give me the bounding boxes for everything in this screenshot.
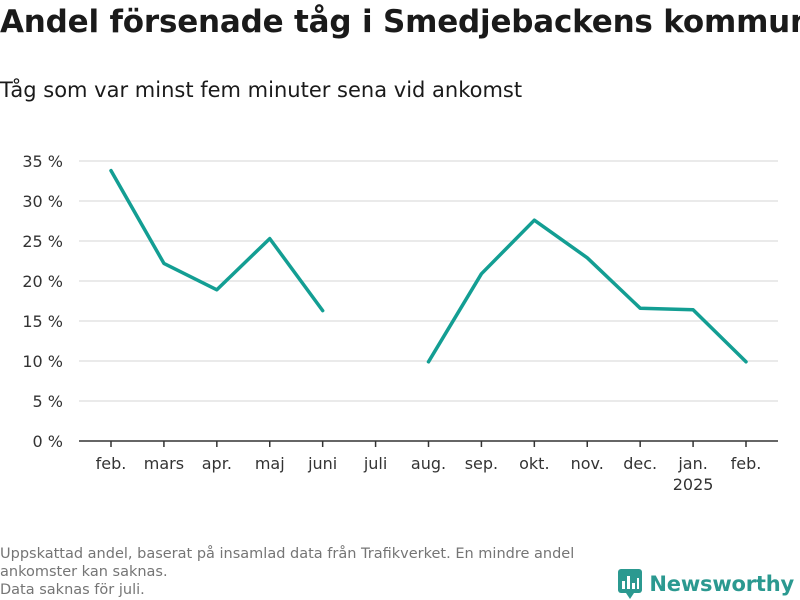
brand-logo: Newsworthy: [617, 568, 794, 600]
x-tick-label: feb.: [731, 454, 762, 473]
x-tick-label: feb.: [96, 454, 127, 473]
series-line: [426, 218, 748, 364]
x-year-label: 2025: [673, 475, 714, 494]
x-tick-label: juni: [307, 454, 337, 473]
y-tick-label: 5 %: [33, 392, 63, 411]
chart-title: Andel försenade tåg i Smedjebackens komm…: [0, 4, 800, 40]
line-chart: 0 % 5 % 10 % 15 % 20 % 25 % 30 % 35 % feb. mars ap…: [22, 152, 778, 494]
x-tick-label: mars: [144, 454, 184, 473]
chart-subtitle: Tåg som var minst fem minuter sena vid a…: [0, 78, 523, 102]
x-tick-label: aug.: [411, 454, 446, 473]
footnote-line-1: Uppskattad andel, baserat på insamlad da…: [0, 546, 575, 580]
x-tick-label: jan.: [677, 454, 707, 473]
y-tick-label: 35 %: [22, 152, 63, 171]
series-line: [109, 168, 325, 313]
bar-chart-logo-icon: [618, 569, 643, 599]
y-tick-label: 20 %: [22, 272, 63, 291]
y-tick-label: 15 %: [22, 312, 63, 331]
x-tick-label: apr.: [202, 454, 232, 473]
x-tick-label: juli: [363, 454, 387, 473]
x-tick-label: okt.: [519, 454, 549, 473]
x-tick-label: maj: [255, 454, 285, 473]
x-tick-label: dec.: [623, 454, 657, 473]
y-tick-label: 25 %: [22, 232, 63, 251]
y-tick-label: 30 %: [22, 192, 63, 211]
footnote-line-2: Data saknas för juli.: [0, 582, 145, 598]
footnote: Uppskattad andel, baserat på insamlad da…: [0, 545, 640, 599]
x-tick-label: nov.: [571, 454, 604, 473]
y-tick-label: 10 %: [22, 352, 63, 371]
x-tick-label: sep.: [465, 454, 498, 473]
y-tick-label: 0 %: [33, 432, 63, 451]
brand-name: Newsworthy: [649, 572, 794, 596]
